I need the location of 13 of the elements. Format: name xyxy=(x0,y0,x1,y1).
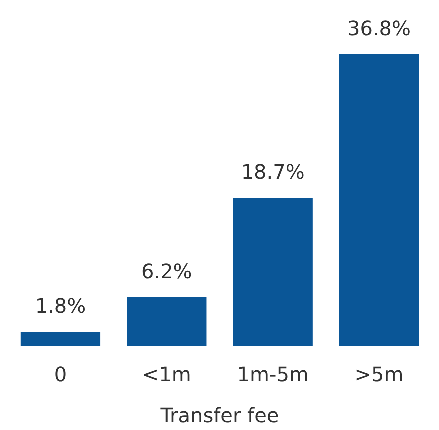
x-tick-label: 0 xyxy=(54,362,68,386)
bar xyxy=(127,297,207,346)
bar xyxy=(233,198,313,346)
data-label: 6.2% xyxy=(142,259,192,284)
x-tick-label: <1m xyxy=(142,362,192,386)
bar xyxy=(339,54,420,346)
data-label: 18.7% xyxy=(241,160,305,184)
data-label: 36.8% xyxy=(348,16,412,40)
data-label: 1.8% xyxy=(35,294,86,318)
bar xyxy=(20,332,101,346)
x-tick-label: >5m xyxy=(354,362,404,386)
x-tick-label: 1m-5m xyxy=(237,362,309,386)
x-axis-title: Transfer fee xyxy=(160,404,280,428)
